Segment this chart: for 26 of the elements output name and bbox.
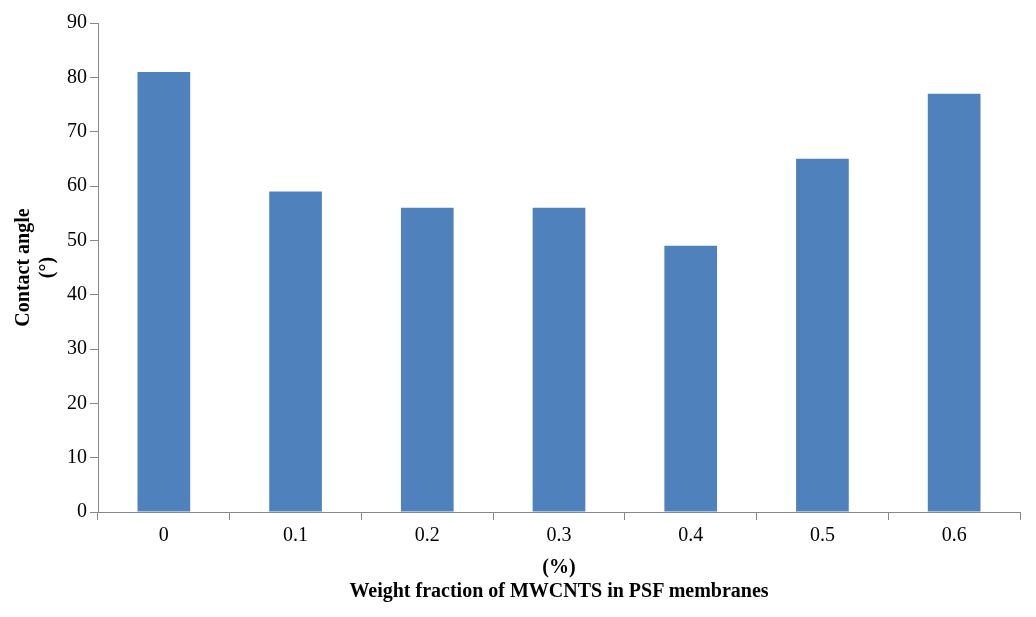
bar bbox=[400, 207, 454, 512]
bar bbox=[796, 158, 849, 512]
y-tick-label: 40 bbox=[67, 281, 87, 304]
bar bbox=[927, 93, 981, 512]
bar bbox=[664, 245, 718, 512]
x-tick-label: 0.5 bbox=[809, 523, 835, 546]
bar bbox=[269, 191, 322, 512]
x-tick-label: 0.6 bbox=[941, 523, 967, 546]
bar bbox=[137, 71, 191, 512]
y-tick-label: 50 bbox=[67, 227, 87, 250]
x-tick-label: 0 bbox=[158, 523, 169, 546]
y-tick-label: 60 bbox=[67, 173, 87, 196]
y-tick-label: 70 bbox=[67, 118, 87, 141]
x-tick-label: 0.1 bbox=[283, 523, 309, 546]
y-axis-title: Contact angle (°) bbox=[11, 208, 59, 327]
x-tick-label: 0.4 bbox=[678, 523, 704, 546]
x-tick-label: 0.2 bbox=[414, 523, 440, 546]
y-tick-label: 80 bbox=[67, 64, 87, 87]
y-tick-label: 20 bbox=[67, 390, 87, 413]
x-tick-label: 0.3 bbox=[546, 523, 572, 546]
y-tick-label: 30 bbox=[67, 336, 87, 359]
x-axis-title: (%) Weight fraction of MWCNTS in PSF membranes bbox=[349, 555, 769, 603]
y-tick-label: 90 bbox=[67, 10, 87, 33]
y-tick-label: 10 bbox=[67, 444, 87, 467]
y-tick-label: 0 bbox=[77, 499, 87, 522]
bar bbox=[532, 207, 586, 512]
